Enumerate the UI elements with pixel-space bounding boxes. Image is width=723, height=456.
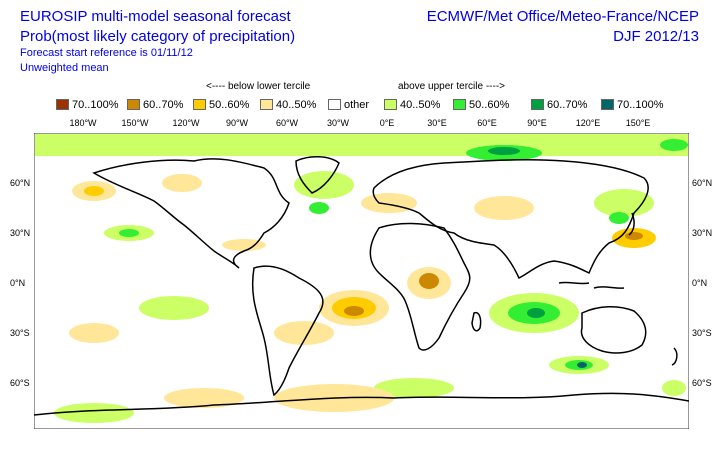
antarctica-coast (34, 392, 689, 416)
legend-label: 40..50% (400, 99, 441, 111)
africa-coast (369, 222, 471, 351)
north-america-coast (92, 158, 290, 269)
south-america-dry (274, 321, 334, 345)
forecast-start-text: Forecast start reference is 01/11/12 (20, 47, 193, 59)
south-pacific-west-dry (69, 323, 119, 343)
lon-label-top: 60°W (275, 118, 299, 128)
legend-swatch (531, 99, 544, 110)
new-zealand-coast (671, 347, 678, 366)
lon-label-top: 180°W (69, 118, 97, 128)
south-america-coast (251, 265, 324, 397)
coastlines (34, 156, 689, 416)
alaska-dry (162, 174, 202, 192)
lon-label-top: 120°E (575, 118, 601, 128)
lon-label-top: 90°E (527, 118, 547, 128)
legend-label: 50..60% (469, 99, 510, 111)
pacific-north-dry-core (84, 186, 104, 196)
south-pacific-wet (139, 296, 209, 320)
madagascar-coast (471, 311, 482, 332)
legend-swatch (56, 99, 69, 110)
europe-dry (361, 193, 417, 213)
australia-coast (580, 306, 647, 354)
centres-title: ECMWF/Met Office/Meteo-France/NCEP (426, 8, 699, 25)
antarctic-pacific-dry (164, 388, 244, 408)
title-line-2: Prob(most likely category of precipitati… (20, 28, 296, 45)
south-atlantic-dry-core (344, 306, 364, 316)
season-title: DJF 2012/13 (613, 28, 699, 45)
lat-label-right: 30°S (692, 328, 712, 338)
indian-ocean-wet-core (527, 308, 545, 318)
lon-label-top: 60°E (477, 118, 497, 128)
lat-label-left: 30°S (10, 328, 30, 338)
map-frame (34, 133, 689, 429)
pacific-tropical-wet-core (119, 229, 139, 237)
arctic-wet-band (35, 134, 688, 156)
lat-label-left: 60°N (10, 178, 31, 188)
legend-label: 60..70% (143, 99, 184, 111)
lat-label-left: 0°N (10, 278, 26, 288)
lon-label-top: 0°E (379, 118, 395, 128)
eurasia-coast (372, 158, 649, 280)
legend-swatch (127, 99, 140, 110)
greenland-coast (295, 156, 340, 194)
legend-swatch (601, 99, 614, 110)
mean-type-text: Unweighted mean (20, 62, 109, 74)
lon-label-top: 30°W (326, 118, 350, 128)
southern-ocean-east-wet (662, 380, 686, 396)
probability-shading (35, 134, 688, 423)
west-pacific-dry-core (625, 232, 643, 240)
legend-swatch (384, 99, 397, 110)
lon-label-top: 150°E (625, 118, 651, 128)
legend-swatch (260, 99, 273, 110)
lon-label-top: 90°W (225, 118, 249, 128)
lat-label-right: 30°N (692, 228, 713, 238)
lon-label-top: 30°E (427, 118, 447, 128)
world-precipitation-map (34, 133, 689, 429)
legend-label: other (344, 99, 370, 111)
indonesia-coast (558, 281, 625, 289)
north-pacific-east-wet (594, 189, 654, 217)
lon-label-top: 120°W (172, 118, 200, 128)
atlantic-wet-core (309, 202, 329, 214)
central-asia-dry (474, 196, 534, 220)
lat-label-right: 60°S (692, 378, 712, 388)
lon-label-top: 150°W (121, 118, 149, 128)
caribbean-dry (222, 239, 266, 251)
japan-coast (628, 212, 635, 236)
legend-swatch (328, 99, 341, 110)
south-indian-wet (374, 378, 454, 398)
siberia-wet-core (488, 147, 520, 155)
below-tercile-label: <---- below lower tercile (206, 81, 311, 92)
legend-swatch (193, 99, 206, 110)
legend-label: 60..70% (547, 99, 588, 111)
title-line-1: EUROSIP multi-model seasonal forecast (20, 8, 291, 25)
lat-label-right: 60°N (692, 178, 713, 188)
lat-label-left: 60°S (10, 378, 30, 388)
east-africa-dry-core (419, 273, 439, 289)
japan-wet-core (609, 212, 629, 224)
lat-label-right: 0°N (692, 278, 708, 288)
legend-swatch (453, 99, 466, 110)
lat-label-left: 30°N (10, 228, 31, 238)
arctic-east-wet (660, 139, 688, 151)
southern-ocean-wet-core (577, 362, 587, 368)
legend-label: 50..60% (209, 99, 250, 111)
above-tercile-label: above upper tercile ----> (398, 81, 505, 92)
legend-label: 70..100% (72, 99, 119, 111)
arctic-canada-wet (184, 139, 264, 151)
legend-label: 70..100% (617, 99, 664, 111)
southern-pacific-wet (54, 403, 134, 423)
legend-label: 40..50% (276, 99, 317, 111)
